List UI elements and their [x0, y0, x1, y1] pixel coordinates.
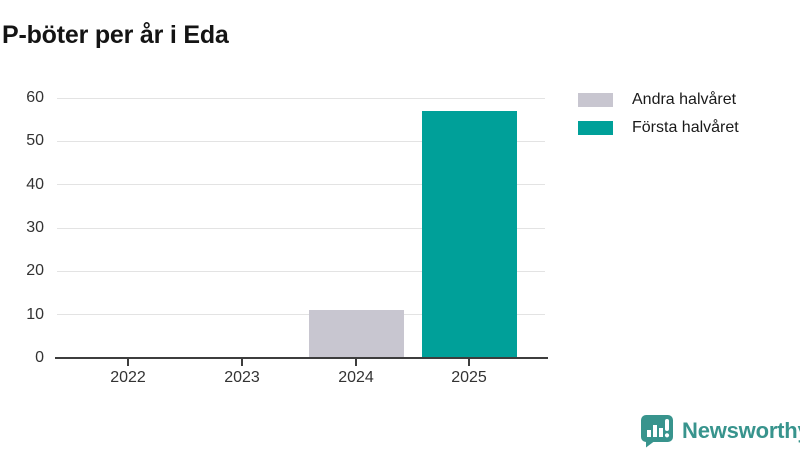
legend-label: Första halvåret — [632, 118, 739, 136]
x-tick — [468, 359, 470, 366]
page-title: P-böter per år i Eda — [2, 20, 229, 49]
x-axis-line — [55, 357, 548, 359]
newsworthy-wordmark: Newsworthy — [682, 418, 800, 443]
x-tick — [127, 359, 129, 366]
grid-line — [57, 140, 545, 142]
y-tick-label: 20 — [26, 262, 44, 280]
grid-line — [57, 97, 545, 99]
newsworthy-logo-icon — [640, 414, 675, 448]
x-tick-label: 2025 — [451, 369, 487, 386]
x-tick-label: 2023 — [224, 369, 260, 386]
x-tick-label: 2022 — [110, 369, 146, 386]
y-tick-label: 60 — [26, 89, 44, 106]
y-tick-label: 0 — [35, 349, 44, 366]
y-tick-label: 40 — [26, 175, 44, 193]
x-tick — [355, 359, 357, 366]
y-tick-label: 30 — [26, 219, 44, 236]
legend-label: Andra halvåret — [632, 90, 737, 108]
legend-swatch-forsta-halvaret — [578, 120, 613, 135]
y-tick-label: 10 — [26, 305, 44, 323]
bar-2025 — [421, 111, 517, 358]
x-tick-label: 2024 — [338, 369, 374, 386]
x-tick — [241, 359, 243, 366]
grid-line — [57, 314, 545, 316]
grid-line — [57, 227, 545, 229]
newsworthy-logo[interactable]: Newsworthy — [640, 414, 800, 448]
legend-item-forsta-halvaret: Första halvåret — [578, 118, 739, 136]
legend-swatch-andra-halvaret — [578, 92, 613, 107]
y-tick-label: 50 — [26, 132, 44, 150]
grid-line — [57, 270, 545, 272]
legend-item-andra-halvaret: Andra halvåret — [578, 90, 739, 108]
grid-line — [57, 184, 545, 186]
chart-legend: Andra halvåret Första halvåret — [578, 90, 739, 148]
bar-2024 — [308, 310, 404, 358]
